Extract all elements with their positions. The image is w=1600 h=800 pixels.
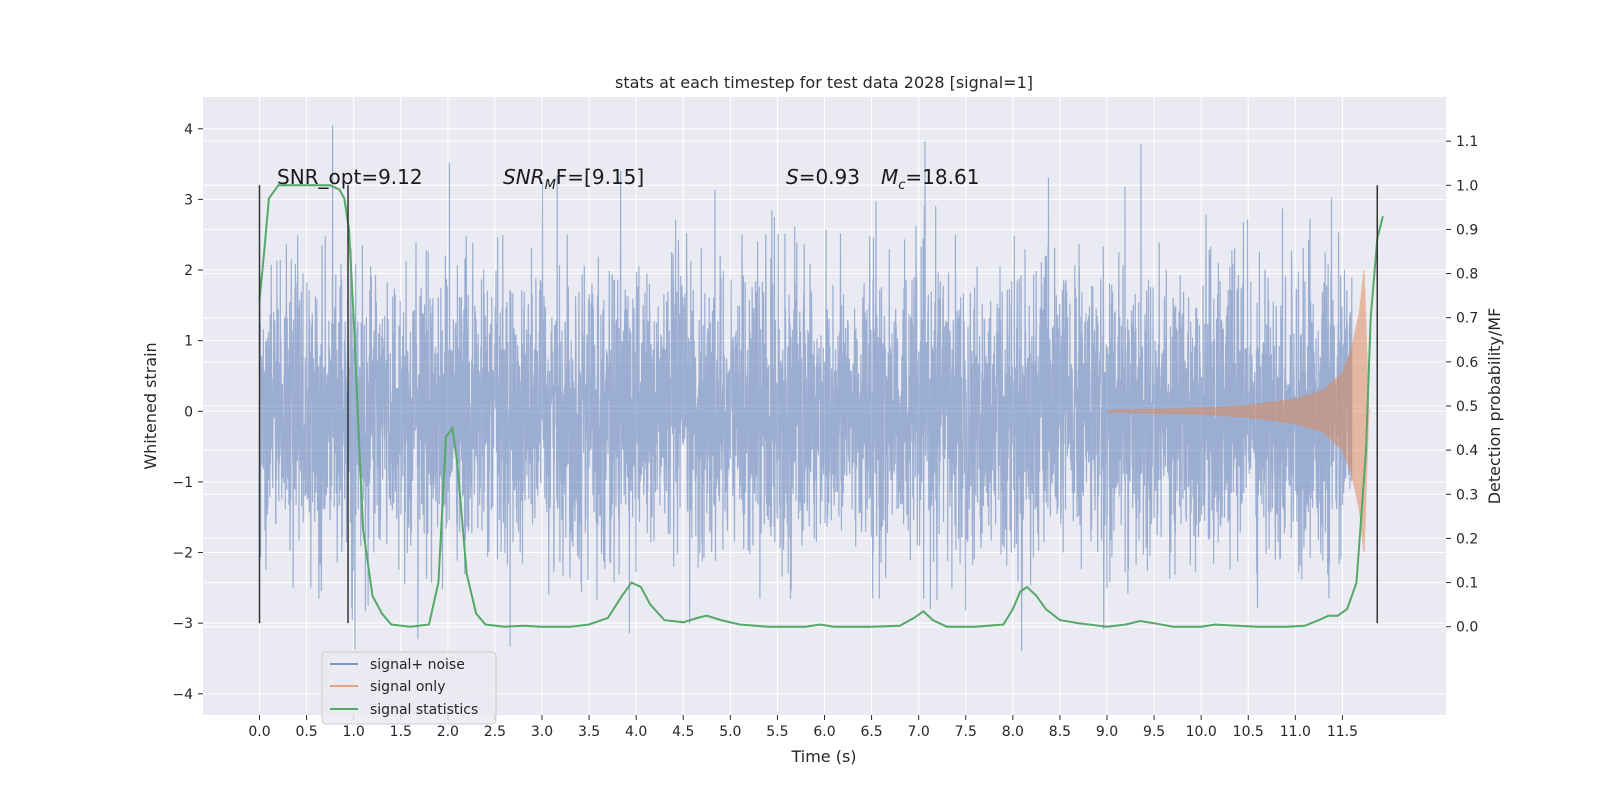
y-tick-label: −4 [172, 687, 193, 703]
y-axis-right-label: Detection probability/MF [1485, 308, 1504, 505]
x-tick-label: 5.5 [766, 724, 788, 740]
snr-mf-rest: F=[9.15] [556, 165, 644, 189]
legend-label-signal-only: signal only [370, 679, 445, 695]
x-tick-label: 1.0 [343, 724, 365, 740]
y-right-tick-label: 0.4 [1456, 443, 1478, 459]
series-signal-noise-line [258, 125, 1353, 652]
y-tick-label: 3 [184, 192, 193, 208]
x-tick-label: 6.0 [813, 724, 835, 740]
y-right-tick-label: 0.0 [1456, 620, 1478, 636]
y-right-tick-label: 0.6 [1456, 355, 1478, 371]
x-tick-label: 2.0 [437, 724, 459, 740]
x-tick-label: 10.0 [1186, 724, 1217, 740]
y-right-tick-label: 1.0 [1456, 178, 1478, 194]
y-tick-label: 1 [184, 334, 193, 350]
y-right-tick-label: 0.1 [1456, 576, 1478, 592]
annotation-snr-mf: SNRMF=[9.15] [503, 165, 644, 193]
y-axis-label: Whitened strain [141, 342, 160, 469]
x-axis-label: Time (s) [790, 747, 856, 766]
legend-label-signal-statistics: signal statistics [370, 702, 478, 718]
vertical-markers [258, 185, 1379, 624]
x-tick-label: 8.5 [1049, 724, 1071, 740]
x-tick-label: 10.5 [1233, 724, 1264, 740]
legend-box [321, 651, 497, 725]
y-tick-label: 0 [184, 404, 193, 420]
chart-title: stats at each timestep for test data 202… [615, 73, 1033, 92]
x-tick-label: 11.0 [1280, 724, 1311, 740]
y-right-tick-label: 0.5 [1456, 399, 1478, 415]
x-tick-label: 2.5 [484, 724, 506, 740]
x-tick-label: 7.5 [955, 724, 977, 740]
mc-value: =18.61 [905, 165, 979, 189]
x-tick-label: 3.5 [578, 724, 600, 740]
legend-label-signal-noise: signal+ noise [370, 657, 465, 673]
s-value: =0.93 [799, 165, 860, 189]
series-signal-only-line [1106, 269, 1371, 552]
annotation-mc: Mc=18.61 [881, 165, 979, 193]
x-tick-label: 11.5 [1327, 724, 1358, 740]
y-tick-label: −2 [172, 546, 193, 562]
x-tick-label: 9.0 [1096, 724, 1118, 740]
mc-symbol: M [881, 165, 898, 189]
x-tick-label: 9.5 [1143, 724, 1165, 740]
y-axis-left: −4 −3 −2 −1 0 1 2 3 4 [172, 122, 203, 703]
series-layer [258, 125, 1384, 652]
y-tick-label: 2 [184, 263, 193, 279]
x-tick-label: 0.0 [248, 724, 270, 740]
y-right-tick-label: 0.7 [1456, 311, 1478, 327]
y-tick-label: −1 [172, 475, 193, 491]
x-tick-label: 1.5 [390, 724, 412, 740]
series-signal-statistics-line [258, 184, 1384, 628]
y-tick-label: −3 [172, 616, 193, 632]
legend: signal+ noise signal only signal statist… [321, 651, 497, 725]
x-tick-label: 6.5 [860, 724, 882, 740]
x-tick-label: 4.5 [672, 724, 694, 740]
x-tick-label: 5.0 [719, 724, 741, 740]
x-tick-label: 3.0 [531, 724, 553, 740]
x-tick-label: 7.0 [908, 724, 930, 740]
annotation-snr-opt: SNR_opt=9.12 [277, 165, 423, 189]
y-tick-label: 4 [184, 122, 193, 138]
x-tick-label: 0.5 [295, 724, 317, 740]
y-axis-right: 0.0 0.1 0.2 0.3 0.4 0.5 0.6 0.7 0.8 0.9 1.0 1.1 [1446, 134, 1478, 636]
y-right-tick-label: 0.9 [1456, 222, 1478, 238]
x-tick-label: 8.0 [1002, 724, 1024, 740]
s-symbol: S [786, 165, 799, 189]
snr-mf-sub: M [545, 178, 556, 193]
mc-sub: c [898, 178, 905, 193]
y-right-tick-label: 0.2 [1456, 531, 1478, 547]
y-right-tick-label: 1.1 [1456, 134, 1478, 150]
y-right-tick-label: 0.3 [1456, 487, 1478, 503]
y-right-tick-label: 0.8 [1456, 267, 1478, 283]
snr-mf-base: SNR [503, 165, 545, 189]
annotation-s: S=0.93 [786, 165, 860, 189]
x-axis: 0.0 0.5 1.0 1.5 2.0 2.5 3.0 3.5 4.0 4.5 5.0 5.5 6.0 6… [248, 715, 1358, 740]
x-tick-label: 4.0 [625, 724, 647, 740]
